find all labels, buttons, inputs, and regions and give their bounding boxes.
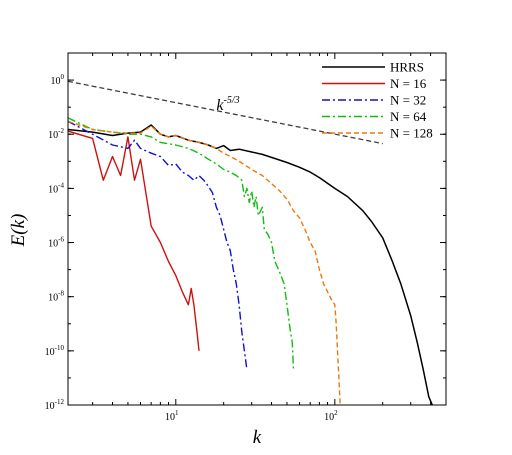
- y-tick-label: 10-12: [45, 398, 65, 412]
- series-line-hrrs: [68, 124, 433, 405]
- y-tick-label: 100: [51, 73, 65, 87]
- reference-slope-line: [68, 80, 383, 145]
- plot-frame: [67, 52, 447, 406]
- slope-annotation: k-5/3: [216, 95, 239, 114]
- y-tick-label: 10-4: [48, 181, 64, 195]
- y-tick-label: 10-8: [48, 290, 64, 304]
- y-axis-title: E(k): [8, 214, 29, 248]
- series-layer: [68, 80, 433, 405]
- legend-label: N = 32: [390, 93, 426, 108]
- series-line-n-64: [68, 117, 295, 370]
- series-line-n-32: [68, 120, 248, 370]
- y-tick-label: 10-2: [48, 127, 64, 141]
- y-tick-label: 10-10: [45, 344, 65, 358]
- legend-label: N = 64: [390, 109, 427, 124]
- legend-label: HRRS: [390, 60, 424, 75]
- x-tick-label: 101: [165, 409, 179, 423]
- axis-ticks: 101 102 100 10-2 10-4 10-6 10-8 10-10 10-12: [45, 53, 447, 423]
- y-tick-label: 10-6: [48, 236, 64, 250]
- legend-label: N = 128: [390, 126, 433, 141]
- x-axis-title: k: [253, 427, 262, 448]
- x-tick-label: 102: [324, 409, 338, 423]
- series-line-n-16: [68, 130, 200, 351]
- series-line-n-128: [68, 120, 341, 405]
- legend-label: N = 16: [390, 76, 427, 91]
